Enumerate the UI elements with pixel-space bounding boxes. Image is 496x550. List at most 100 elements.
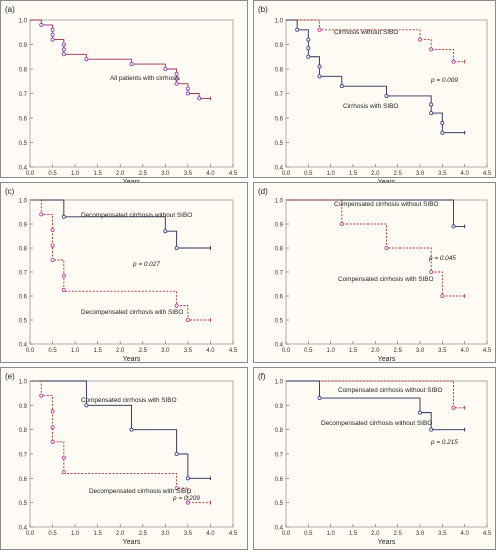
x-tick-label: 1.5 xyxy=(93,531,102,537)
x-axis-label: Years xyxy=(378,356,396,363)
x-tick-label: 3.0 xyxy=(416,348,425,354)
event-marker xyxy=(440,120,445,125)
y-tick-label: 0.6 xyxy=(275,117,284,123)
event-marker xyxy=(61,42,66,47)
x-tick-label: 1.0 xyxy=(326,348,335,354)
x-tick-label: 3.5 xyxy=(438,171,447,177)
annotation: p = 0.009 xyxy=(430,77,458,84)
y-tick-label: 0.4 xyxy=(19,343,28,349)
event-marker xyxy=(384,93,389,98)
x-tick-label: 1.5 xyxy=(349,531,358,537)
x-tick-label: 4.0 xyxy=(460,171,469,177)
event-marker xyxy=(50,409,55,414)
event-marker xyxy=(295,27,300,32)
y-tick-label: 0.8 xyxy=(19,428,28,434)
x-tick-label: 0.0 xyxy=(26,531,35,537)
event-marker xyxy=(185,500,190,505)
annotation: p = 0.027 xyxy=(132,261,160,268)
y-tick-label: 1.0 xyxy=(19,19,28,25)
panel-frame xyxy=(253,367,496,550)
y-tick-label: 0.7 xyxy=(275,453,284,459)
x-tick-label: 3.0 xyxy=(416,531,425,537)
panel-d: (d) 0.4 0.5 0.6 0.7 0.8 0.9 1.0 0.0 0.5 1.0 1.5 2.0 2… xyxy=(253,182,496,363)
x-tick-label: 2.5 xyxy=(139,531,148,537)
x-tick-label: 4.5 xyxy=(229,348,238,354)
series-line-0 xyxy=(286,380,465,409)
event-marker xyxy=(306,54,311,59)
x-tick-label: 2.5 xyxy=(139,348,148,354)
x-tick-label: 0.0 xyxy=(282,171,291,177)
x-tick-label: 0.5 xyxy=(48,171,57,177)
x-tick-label: 4.5 xyxy=(483,348,492,354)
event-marker xyxy=(61,273,66,278)
y-tick-label: 0.9 xyxy=(275,223,284,229)
panel-f: (f) 0.4 0.5 0.6 0.7 0.8 0.9 1.0 0.0 0.5 1.0 1.5 2.0 2… xyxy=(253,367,496,550)
x-tick-label: 2.5 xyxy=(139,171,148,177)
y-tick-label: 0.5 xyxy=(275,141,284,147)
x-tick-label: 4.0 xyxy=(460,531,469,537)
y-tick-label: 0.4 xyxy=(275,343,284,349)
x-axis-label: Years xyxy=(123,356,141,363)
y-tick-label: 0.5 xyxy=(275,319,284,325)
event-marker xyxy=(306,46,311,51)
y-tick-label: 0.4 xyxy=(19,166,28,172)
y-tick-label: 0.9 xyxy=(19,223,28,229)
event-marker xyxy=(339,221,344,226)
x-tick-label: 0.5 xyxy=(48,348,57,354)
event-marker xyxy=(163,67,168,72)
event-marker xyxy=(429,102,434,107)
y-tick-label: 0.7 xyxy=(19,271,28,277)
panel-c: (c) 0.4 0.5 0.6 0.7 0.8 0.9 1.0 0.0 0.5 1.0 1.5 2.0 2… xyxy=(0,182,248,363)
x-tick-label: 2.0 xyxy=(371,171,380,177)
panel-b: (b) 0.4 0.5 0.6 0.7 0.8 0.9 1.0 0.0 0.5 1.0 1.5 2.0 2… xyxy=(253,0,496,186)
event-marker xyxy=(451,405,456,410)
annotation: Compensated cirrhosis without SIBO xyxy=(338,387,442,394)
event-marker xyxy=(61,455,66,460)
y-tick-label: 1.0 xyxy=(19,380,28,386)
event-marker xyxy=(185,476,190,481)
event-marker xyxy=(174,76,179,81)
x-tick-label: 2.0 xyxy=(371,348,380,354)
x-tick-label: 1.0 xyxy=(71,348,80,354)
y-tick-label: 0.7 xyxy=(19,453,28,459)
x-tick-label: 1.0 xyxy=(326,531,335,537)
event-marker xyxy=(61,47,66,52)
x-tick-label: 3.5 xyxy=(438,531,447,537)
y-tick-label: 0.4 xyxy=(275,526,284,532)
event-marker xyxy=(50,257,55,262)
event-marker xyxy=(39,22,44,27)
panel-label: (c) xyxy=(5,187,15,196)
series-line-0 xyxy=(286,19,465,63)
x-tick-label: 4.0 xyxy=(460,348,469,354)
event-marker xyxy=(174,71,179,76)
y-tick-label: 0.5 xyxy=(19,501,28,507)
x-tick-label: 3.5 xyxy=(438,348,447,354)
y-tick-label: 0.9 xyxy=(19,404,28,410)
x-tick-label: 2.0 xyxy=(116,348,125,354)
y-tick-label: 0.6 xyxy=(275,295,284,301)
x-tick-label: 4.5 xyxy=(483,171,492,177)
event-marker xyxy=(50,32,55,37)
annotation: p = 0.215 xyxy=(430,439,458,446)
x-tick-label: 1.0 xyxy=(71,171,80,177)
y-tick-label: 0.8 xyxy=(19,68,28,74)
event-marker xyxy=(317,64,322,69)
y-tick-label: 0.6 xyxy=(275,477,284,483)
event-marker xyxy=(61,214,66,219)
event-marker xyxy=(429,427,434,432)
event-marker xyxy=(197,96,202,101)
event-marker xyxy=(50,37,55,42)
annotation: Decompensated cirrhosis with SIBO xyxy=(89,488,191,495)
series-line-0 xyxy=(30,380,211,479)
x-tick-label: 4.5 xyxy=(483,531,492,537)
x-tick-label: 2.0 xyxy=(371,531,380,537)
annotation: Decompensated cirrhosis without SIBO xyxy=(81,212,192,219)
event-marker xyxy=(174,303,179,308)
event-marker xyxy=(384,245,389,250)
x-tick-label: 3.5 xyxy=(184,171,193,177)
x-tick-label: 4.5 xyxy=(229,171,238,177)
x-tick-label: 1.0 xyxy=(71,531,80,537)
annotation: Decompensated cirrhosis without SIBO xyxy=(321,420,432,427)
event-marker xyxy=(174,81,179,86)
series-line-0 xyxy=(30,199,211,249)
